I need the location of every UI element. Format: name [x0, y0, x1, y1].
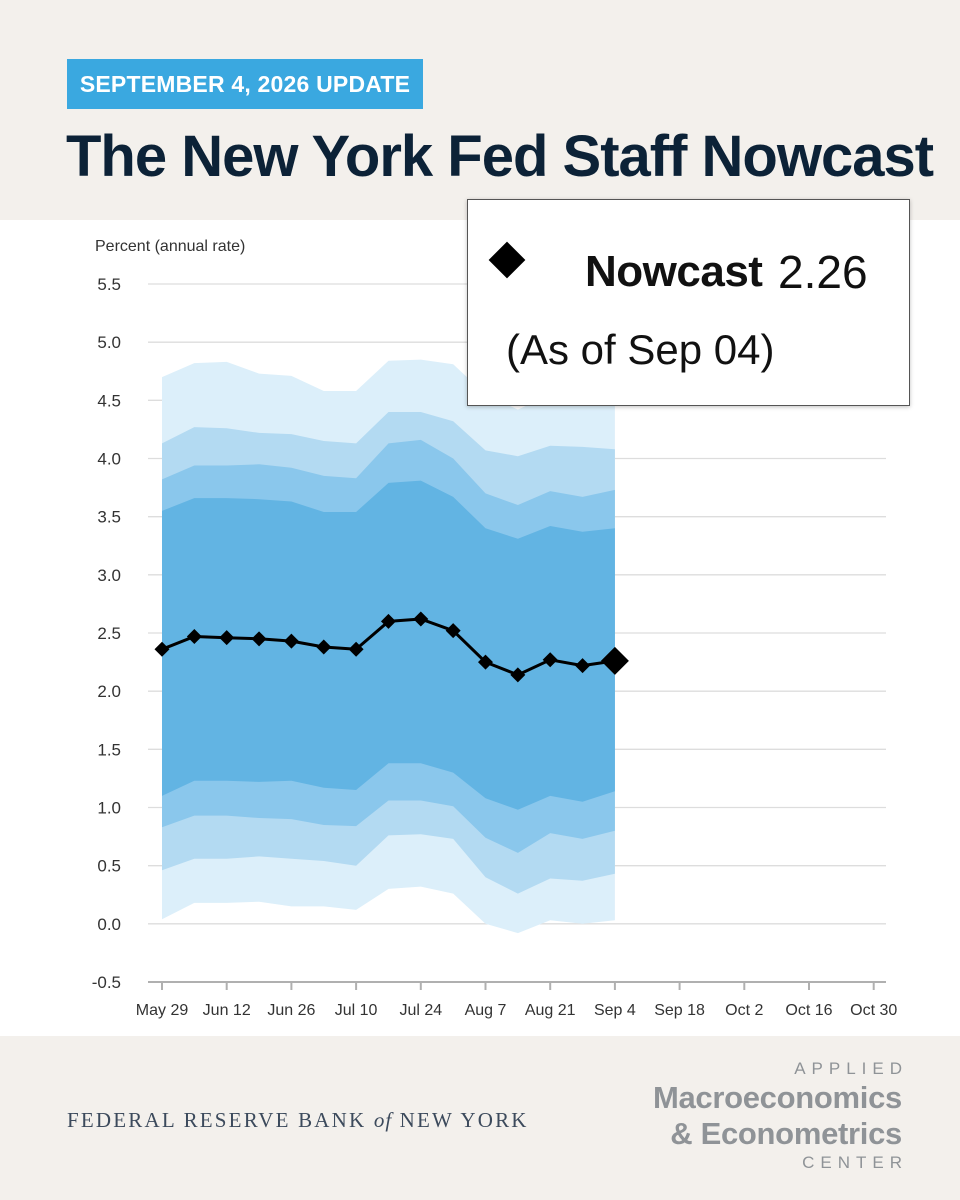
nowcast-point: [445, 623, 461, 639]
band-core: [162, 480, 615, 810]
y-tick-label: -0.5: [92, 973, 121, 992]
nowcast-point: [348, 641, 364, 657]
y-tick-label: 3.5: [97, 508, 121, 527]
x-tick-label: Sep 4: [594, 1002, 636, 1019]
diamond-icon: [488, 241, 526, 279]
bank-name-post: NEW YORK: [392, 1108, 529, 1132]
y-tick-label: 1.5: [97, 740, 121, 759]
legend-value: 2.26: [778, 246, 868, 298]
nowcast-point: [283, 633, 299, 649]
x-tick-label: Jun 12: [203, 1002, 251, 1019]
y-tick-label: 0.0: [97, 915, 121, 934]
y-tick-label: 2.0: [97, 682, 121, 701]
x-tick-label: Jul 24: [399, 1002, 442, 1019]
nowcast-point: [186, 628, 202, 644]
x-tick-label: Oct 30: [850, 1002, 897, 1019]
y-tick-label: 5.5: [97, 275, 121, 294]
nowcast-point: [413, 611, 429, 627]
nowcast-chart: Percent (annual rate) 5.5 5.0 4.5 4.0 3.5 3.0 2…: [92, 238, 898, 1019]
nowcast-point: [542, 652, 558, 668]
y-tick-label: 5.0: [97, 333, 121, 352]
nowcast-point: [510, 667, 526, 683]
nowcast-point: [251, 631, 267, 647]
header: SEPTEMBER 4, 2026 UPDATE The New York Fe…: [0, 0, 960, 220]
nowcast-point: [219, 630, 235, 646]
bank-logo-text: FEDERAL RESERVE BANK of NEW YORK: [67, 1108, 529, 1133]
nowcast-point: [380, 613, 396, 629]
x-tick-label: Jul 10: [335, 1002, 378, 1019]
x-tick-label: Oct 16: [785, 1002, 832, 1019]
y-tick-label: 1.0: [97, 799, 121, 818]
footer: [0, 1036, 960, 1200]
y-axis-label: Percent (annual rate): [95, 238, 245, 255]
y-tick-label: 3.0: [97, 566, 121, 585]
x-tick-label: Sep 18: [654, 1002, 705, 1019]
nowcast-latest-point: [600, 646, 629, 675]
center-logo-bottom: CENTER: [802, 1153, 908, 1172]
legend-series-label: Nowcast: [585, 247, 763, 296]
center-logo: APPLIED Macroeconomics & Econometrics CE…: [642, 1058, 902, 1174]
x-tick-label: Jun 26: [267, 1002, 315, 1019]
bank-name-of: of: [373, 1108, 393, 1132]
bank-name-pre: FEDERAL RESERVE BANK: [67, 1108, 374, 1132]
nowcast-point: [478, 654, 493, 670]
legend-box: Nowcast 2.26 (As of Sep 04): [467, 199, 910, 406]
nowcast-point: [316, 639, 332, 655]
center-logo-line1: Macroeconomics: [652, 1080, 902, 1115]
nowcast-point: [154, 641, 170, 657]
x-tick-label: Oct 2: [725, 1002, 763, 1019]
x-tick-label: Aug 7: [465, 1002, 507, 1019]
y-tick-label: 4.0: [97, 450, 121, 469]
center-logo-top: APPLIED: [794, 1059, 908, 1078]
x-tick-label: Aug 21: [525, 1002, 576, 1019]
y-tick-label: 2.5: [97, 624, 121, 643]
x-tick-label: May 29: [136, 1002, 189, 1019]
page-title: The New York Fed Staff Nowcast: [66, 124, 934, 189]
y-tick-label: 4.5: [97, 391, 121, 410]
legend-as-of: (As of Sep 04): [506, 326, 775, 373]
center-logo-line2: & Econometrics: [670, 1116, 902, 1151]
update-badge: SEPTEMBER 4, 2026 UPDATE: [67, 59, 423, 109]
nowcast-point: [575, 658, 591, 674]
y-tick-label: 0.5: [97, 857, 121, 876]
